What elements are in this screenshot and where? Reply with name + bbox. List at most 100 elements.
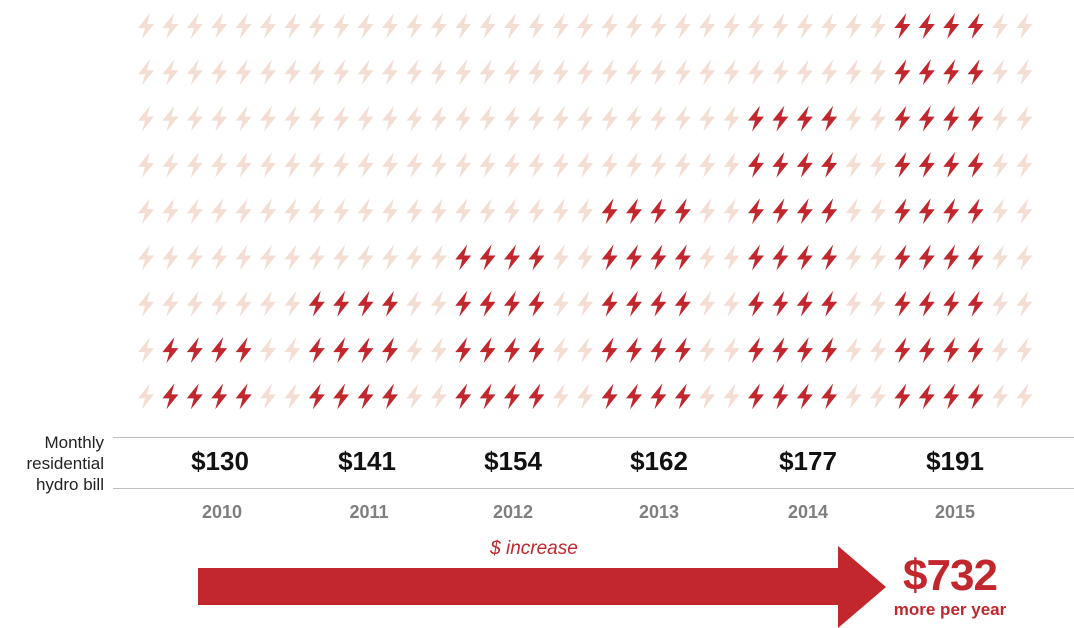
bolt-icon-2015 (894, 383, 911, 410)
bolt-icon-2013 (601, 290, 618, 317)
bolt-icon-2014 (748, 151, 764, 178)
bolt-icon-background (1016, 59, 1033, 86)
bolt-icon-2014 (772, 105, 789, 132)
bolt-icon-background (772, 59, 789, 86)
bolt-icon-background (284, 383, 301, 410)
bolt-icon-2014 (821, 337, 838, 364)
bolt-icon-background (357, 13, 374, 39)
row-label: Monthly residential hydro bill (0, 432, 105, 495)
bolt-icon-2015 (967, 290, 984, 317)
bolt-icon-background (723, 151, 740, 178)
bolt-icon-background (333, 105, 350, 132)
bolt-icon-background (674, 59, 691, 86)
bolt-icon-2015 (918, 59, 935, 86)
bolt-icon-2015 (894, 244, 911, 271)
bolt-icon-background (406, 198, 423, 225)
bolt-icon-background (552, 198, 569, 225)
bolt-icon-background (162, 151, 179, 178)
bolt-icon-background (504, 13, 520, 39)
bolt-icon-2010 (162, 337, 179, 364)
bolt-icon-background (504, 151, 520, 178)
bolt-icon-background (455, 198, 472, 225)
bolt-icon-background (284, 151, 301, 178)
bolt-icon-background (650, 13, 667, 39)
bolt-icon-background (577, 13, 594, 39)
bolt-icon-background (748, 59, 764, 86)
bolt-icon-background (552, 290, 569, 317)
bolt-icon-background (992, 337, 1008, 364)
bolt-icon-background (260, 383, 276, 410)
bolt-icon-background (992, 59, 1008, 86)
bolt-icon-background (577, 59, 594, 86)
bolt-icon-2014 (748, 244, 764, 271)
bolt-icon-2014 (796, 151, 813, 178)
bolt-icon-2013 (626, 383, 642, 410)
bolt-icon-2015 (918, 13, 935, 39)
bolt-icon-2014 (772, 151, 789, 178)
bolt-icon-background (186, 13, 203, 39)
bolt-icon-2012 (528, 337, 545, 364)
bolt-icon-background (821, 59, 838, 86)
bolt-icon-background (430, 151, 447, 178)
year-label-2012: 2012 (492, 502, 534, 522)
bolt-icon-2015 (967, 105, 984, 132)
bolt-icon-background (357, 59, 374, 86)
bolt-icon-2015 (918, 290, 935, 317)
bolt-icon-background (845, 105, 862, 132)
bolt-icon-background (406, 59, 423, 86)
bolt-icon-background (504, 198, 520, 225)
bolt-icon-2012 (504, 337, 520, 364)
bolt-icon-background (333, 244, 350, 271)
bolt-icon-2011 (382, 337, 398, 364)
bolt-icon-background (699, 290, 716, 317)
bolt-icon-background (1016, 244, 1033, 271)
bolt-icon-background (723, 105, 740, 132)
bolt-icon-background (186, 290, 203, 317)
bolt-icon-2015 (943, 198, 960, 225)
bolt-icon-background (577, 383, 594, 410)
bolt-icon-2015 (918, 198, 935, 225)
bolt-icon-background (992, 13, 1008, 39)
bolt-icon-background (211, 105, 228, 132)
bolt-icon-background (260, 59, 276, 86)
bolt-icon-2014 (821, 244, 838, 271)
bolt-icon-background (723, 383, 740, 410)
bolt-icon-background (284, 290, 301, 317)
bolt-icon-2013 (626, 198, 642, 225)
bolt-icon-2015 (894, 198, 911, 225)
bolt-icon-background (796, 59, 813, 86)
bolt-icon-background (333, 59, 350, 86)
bolt-icon-background (845, 244, 862, 271)
bolt-icon-background (992, 383, 1008, 410)
bolt-icon-background (211, 244, 228, 271)
bolt-icon-2012 (504, 290, 520, 317)
bolt-icon-2015 (943, 337, 960, 364)
bolt-icon-2011 (357, 337, 374, 364)
bolt-icon-2013 (674, 383, 691, 410)
row-label-line-2: residential (26, 454, 105, 473)
bolt-icon-2013 (650, 244, 667, 271)
bolt-icon-2012 (455, 290, 472, 317)
bolt-icon-background (479, 59, 496, 86)
bolt-icon-2013 (650, 290, 667, 317)
bolt-icon-background (357, 105, 374, 132)
bolt-icon-background (406, 151, 423, 178)
bolt-icon-background (699, 105, 716, 132)
bolt-icon-background (260, 244, 276, 271)
bolt-icon-background (528, 151, 545, 178)
bolt-icon-2013 (626, 244, 642, 271)
bolt-icon-background (333, 13, 350, 39)
bolt-icon-background (552, 59, 569, 86)
bolt-grid (138, 13, 1033, 410)
bolt-icon-background (601, 151, 618, 178)
bolt-icon-background (626, 59, 642, 86)
bolt-icon-background (528, 105, 545, 132)
bolt-icon-background (430, 290, 447, 317)
bolt-icon-2013 (626, 337, 642, 364)
bolt-icon-background (138, 105, 154, 132)
bolt-icon-2013 (601, 198, 618, 225)
year-label-2013: 2013 (638, 502, 680, 522)
bolt-icon-2015 (918, 105, 935, 132)
bolt-icon-2014 (772, 383, 789, 410)
